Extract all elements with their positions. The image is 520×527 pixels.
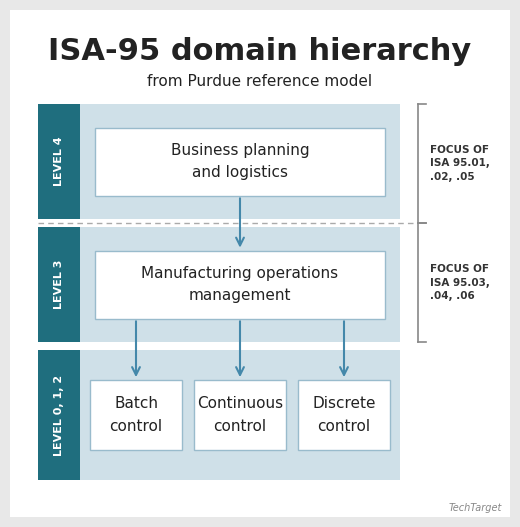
Text: Batch
control: Batch control: [109, 396, 163, 434]
Bar: [38, 350, 80, 480]
Text: Continuous
control: Continuous control: [197, 396, 283, 434]
Text: LEVEL 0, 1, 2: LEVEL 0, 1, 2: [54, 375, 64, 455]
Text: FOCUS OF
ISA 95.01,
.02, .05: FOCUS OF ISA 95.01, .02, .05: [430, 145, 490, 182]
Bar: [38, 104, 400, 219]
Bar: [38, 227, 80, 342]
Text: Manufacturing operations
management: Manufacturing operations management: [141, 266, 339, 303]
Text: Business planning
and logistics: Business planning and logistics: [171, 143, 309, 180]
Text: FOCUS OF
ISA 95.03,
.04, .06: FOCUS OF ISA 95.03, .04, .06: [430, 265, 490, 301]
Bar: [95, 250, 385, 318]
Bar: [298, 380, 390, 450]
Bar: [38, 227, 400, 342]
Bar: [95, 128, 385, 196]
Text: LEVEL 3: LEVEL 3: [54, 260, 64, 309]
Text: ISA-95 domain hierarchy: ISA-95 domain hierarchy: [48, 37, 472, 66]
Text: TechTarget: TechTarget: [449, 503, 502, 513]
Bar: [38, 104, 80, 219]
Bar: [194, 380, 286, 450]
Text: Discrete
control: Discrete control: [312, 396, 376, 434]
Bar: [38, 350, 400, 480]
Text: from Purdue reference model: from Purdue reference model: [148, 74, 372, 90]
Text: LEVEL 4: LEVEL 4: [54, 136, 64, 187]
Bar: [90, 380, 182, 450]
